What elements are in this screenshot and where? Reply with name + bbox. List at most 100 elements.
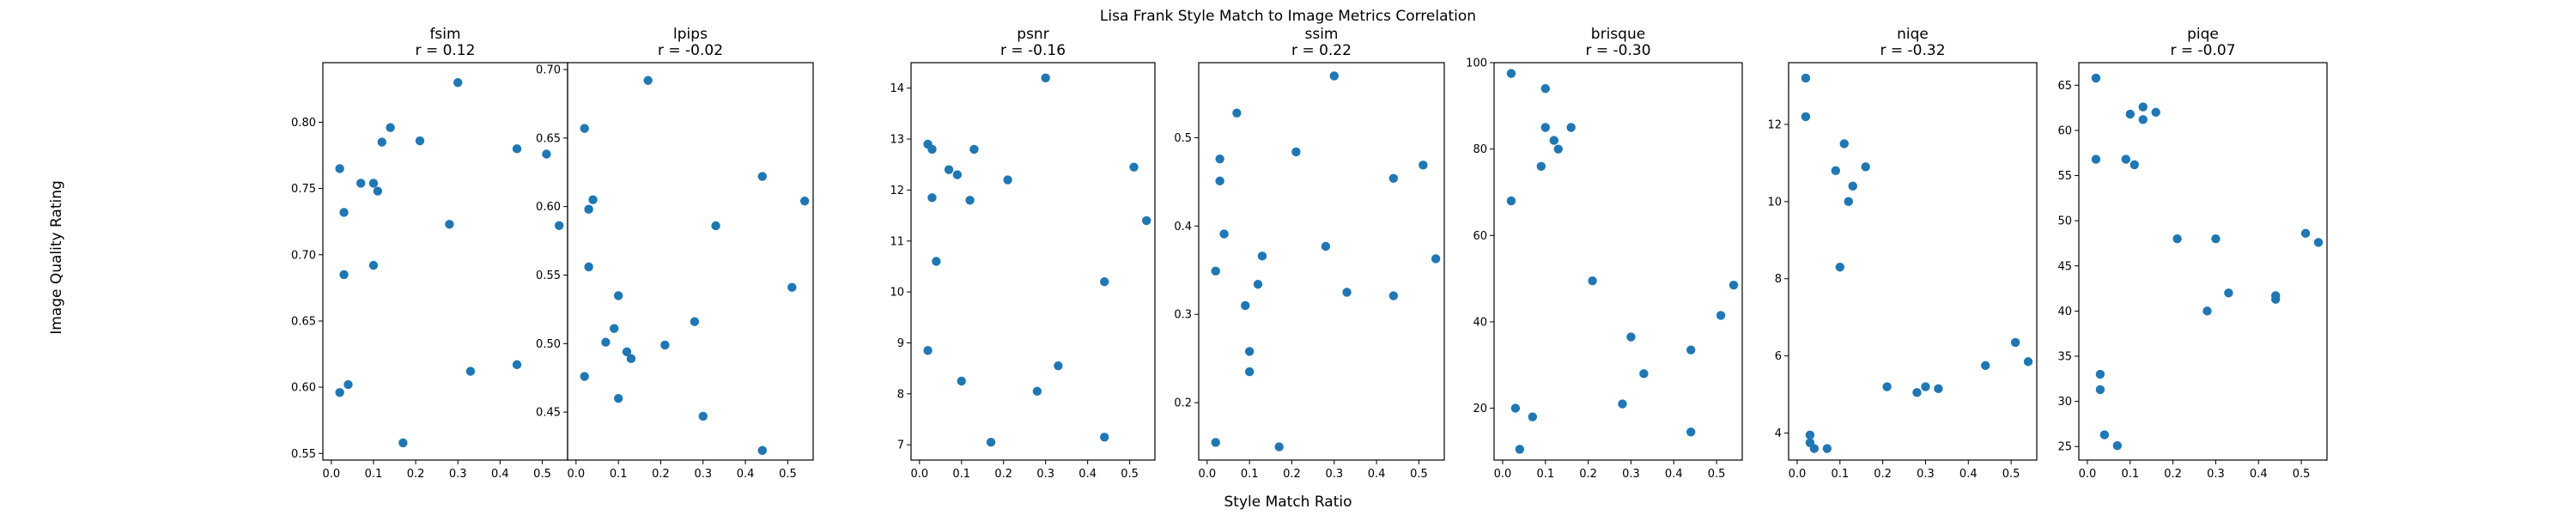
data-point [1540,83,1550,94]
data-point [386,123,395,132]
data-point [1257,251,1267,261]
data-point [610,324,619,333]
data-point [952,170,963,179]
plot-frame [1198,62,1445,461]
data-point [1822,444,1832,453]
data-point [356,179,366,188]
data-point [1388,291,1399,300]
data-point [1244,367,1255,377]
data-point [1041,73,1050,83]
x-tick-label: 0.2 [652,468,670,481]
data-point [690,317,700,326]
x-tick-label: 0.3 [2207,468,2225,481]
subplot-title: ssim [1305,26,1339,43]
x-tick-label: 0.3 [1036,468,1054,481]
data-point [601,337,611,347]
data-point [1553,144,1563,154]
x-tick-label: 0.4 [491,468,509,481]
figure-suptitle: Lisa Frank Style Match to Image Metrics … [1100,8,1476,25]
data-point [1232,108,1242,118]
data-point [368,260,379,270]
y-tick-label: 0.60 [291,382,316,395]
subplot-title: psnr [1017,26,1048,43]
plot-frame [1788,62,2038,461]
data-point [2300,228,2311,239]
data-point [368,179,379,188]
x-tick-label: 0.5 [1708,468,1726,481]
data-point [554,221,564,231]
data-point [373,186,383,196]
x-tick-label: 0.5 [2002,468,2020,481]
data-point [1215,154,1224,164]
y-tick-label: 0.70 [291,249,316,262]
data-point [2129,160,2139,170]
data-point [584,262,593,272]
x-tick-label: 0.5 [2293,468,2311,481]
y-tick-label: 25 [2057,441,2072,454]
data-point [927,193,937,203]
data-point [580,124,589,133]
data-point [1241,300,1250,311]
data-point [927,144,937,154]
subplot-correlation: r = 0.12 [416,42,476,59]
data-point [1215,176,1224,186]
data-point [986,438,996,447]
y-tick-label: 0.3 [1174,309,1192,322]
y-tick-label: 0.55 [291,448,316,461]
y-tick-label: 0.75 [291,183,316,196]
x-tick-label: 0.0 [1199,468,1217,481]
x-tick-label: 0.4 [2250,468,2268,481]
x-tick-label: 0.0 [1789,468,1807,481]
data-point [1805,430,1815,439]
data-point [2121,154,2131,164]
data-point [965,196,975,205]
data-point [932,257,941,266]
data-point [512,144,522,154]
x-tick-label: 0.3 [1622,468,1640,481]
y-tick-label: 0.50 [536,338,561,351]
x-tick-label: 0.2 [1579,468,1597,481]
data-point [445,220,454,229]
y-tick-label: 50 [2057,215,2072,228]
y-tick-label: 4 [1775,427,1782,440]
plot-frame [1493,62,1743,461]
data-point [1639,369,1649,379]
data-point [2151,107,2160,118]
data-point [626,354,636,364]
data-point [2095,369,2105,379]
data-point [2023,357,2033,367]
data-point [757,445,768,456]
y-tick-label: 14 [890,82,904,95]
data-point [1244,347,1255,356]
x-tick-label: 0.2 [1283,468,1301,481]
data-point [1274,442,1284,451]
data-point [957,376,966,386]
data-point [944,165,954,174]
data-point [2224,288,2233,298]
y-tick-label: 0.2 [1174,397,1192,410]
data-point [465,367,476,376]
y-tick-label: 10 [890,287,904,300]
subplot-correlation: r = -0.02 [658,42,723,59]
y-tick-label: 11 [890,235,904,248]
subplot-correlation: r = -0.30 [1585,42,1650,59]
data-point [1618,399,1627,409]
data-point [1809,444,1820,453]
y-tick-label: 0.60 [536,201,561,214]
data-point [1835,263,1844,272]
subplot-title: piqe [2187,26,2219,43]
data-point [453,77,463,88]
data-point [1219,229,1229,239]
y-tick-label: 60 [2057,124,2072,137]
data-point [799,197,810,206]
subplot-title: fsim [429,26,460,43]
x-tick-label: 0.5 [779,468,797,481]
data-point [1321,241,1331,251]
y-tick-label: 0.65 [536,132,561,145]
x-tick-label: 0.2 [994,468,1012,481]
data-point [1540,123,1550,132]
y-tick-label: 6 [1775,350,1782,363]
data-point [1142,215,1151,226]
